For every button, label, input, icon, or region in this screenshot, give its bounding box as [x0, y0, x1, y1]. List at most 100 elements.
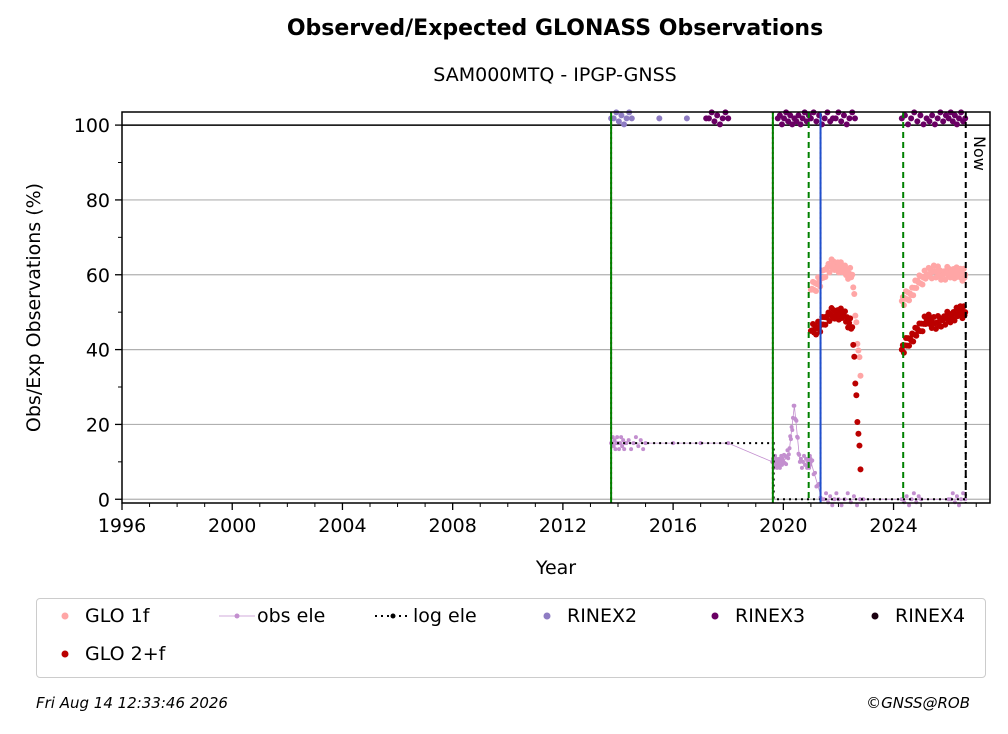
- x-tick-label: 2004: [318, 515, 366, 537]
- data-point: [621, 121, 628, 128]
- data-point: [953, 121, 960, 128]
- legend-symbol: [61, 612, 69, 620]
- y-tick-label: 20: [86, 414, 110, 436]
- y-tick-label: 40: [86, 340, 110, 362]
- data-point: [622, 447, 627, 452]
- data-point: [631, 441, 636, 446]
- data-point: [719, 115, 726, 122]
- data-point: [810, 458, 815, 463]
- data-point: [840, 112, 847, 119]
- data-point: [822, 274, 829, 281]
- data-point: [837, 259, 844, 266]
- data-point: [683, 115, 690, 122]
- data-point: [726, 441, 731, 446]
- data-point: [852, 312, 859, 319]
- data-point: [793, 118, 800, 125]
- legend-item-rinex4: RINEX4: [855, 603, 965, 629]
- data-point: [611, 444, 616, 449]
- y-tick-label: 0: [98, 489, 110, 511]
- data-point: [826, 317, 833, 324]
- x-tick-label: 2012: [539, 515, 587, 537]
- data-point: [628, 115, 635, 122]
- data-point: [857, 466, 864, 473]
- data-point: [849, 271, 856, 278]
- data-point: [797, 452, 802, 457]
- data-point: [851, 494, 856, 499]
- data-point: [934, 115, 941, 122]
- data-point: [834, 491, 839, 496]
- data-point: [907, 503, 912, 508]
- data-point: [802, 453, 806, 458]
- data-point: [773, 462, 778, 467]
- data-point: [656, 115, 663, 122]
- series-log-ele: [611, 330, 967, 501]
- data-point: [851, 353, 858, 360]
- now-label: Now: [970, 136, 989, 171]
- data-point: [780, 456, 785, 461]
- data-point: [641, 447, 646, 452]
- legend-symbol: [61, 650, 69, 658]
- data-point: [847, 264, 854, 271]
- data-point: [813, 470, 818, 475]
- data-point: [913, 332, 920, 339]
- x-tick-label: 2000: [208, 515, 256, 537]
- data-point: [905, 121, 912, 128]
- axis-layer: 0 20 40 60 80 100 1996 2000 2004 2008 2012 2016 2020…: [74, 115, 977, 537]
- legend-marker: [61, 650, 69, 658]
- legend-marker: [234, 613, 240, 619]
- data-point: [850, 341, 857, 348]
- legend-symbol: [871, 612, 879, 620]
- data-point: [797, 121, 804, 128]
- x-tick-label: 1996: [98, 515, 146, 537]
- series-line: [611, 330, 967, 501]
- data-point: [828, 494, 833, 499]
- data-point: [914, 118, 921, 125]
- data-point: [839, 503, 844, 508]
- legend-marker: [871, 612, 879, 620]
- data-point: [826, 269, 833, 276]
- data-point: [714, 112, 721, 119]
- legend: GLO 1f obs ele log ele RINEX2 RINEX3 RINEX4 GL…: [36, 598, 986, 678]
- data-point: [813, 118, 820, 125]
- data-point: [855, 430, 862, 437]
- data-point: [906, 297, 913, 304]
- data-point: [638, 438, 643, 443]
- series-glo-2-f: [807, 303, 969, 473]
- data-point: [624, 441, 629, 446]
- data-point: [787, 446, 792, 451]
- data-point: [776, 112, 783, 119]
- data-point: [777, 465, 782, 470]
- chart-title: Observed/Expected GLONASS Observations: [286, 16, 824, 41]
- data-point: [615, 435, 620, 440]
- legend-marker: [711, 612, 719, 620]
- data-point: [778, 121, 785, 128]
- data-point: [725, 115, 732, 122]
- series-glo-1f: [807, 256, 969, 379]
- legend-label: RINEX2: [567, 605, 638, 627]
- data-point: [612, 438, 617, 443]
- data-point: [781, 115, 788, 122]
- data-point: [838, 118, 845, 125]
- legend-marker: [543, 612, 551, 620]
- legend-item-obs-ele: obs ele: [217, 603, 325, 629]
- data-point: [643, 441, 648, 446]
- data-point: [919, 328, 926, 335]
- data-point: [775, 465, 780, 470]
- x-axis-label: Year: [535, 557, 576, 579]
- data-point: [618, 112, 625, 119]
- data-point: [906, 342, 913, 349]
- data-point: [792, 403, 797, 408]
- legend-item-rinex2: RINEX2: [527, 603, 637, 629]
- y-axis-label: Obs/Exp Observations (%): [23, 183, 45, 432]
- legend-item-log-ele: log ele: [373, 603, 477, 629]
- plot-frame: [121, 111, 991, 504]
- data-point: [613, 447, 618, 452]
- data-point: [910, 292, 917, 299]
- x-tick-label: 2020: [759, 515, 807, 537]
- data-point: [957, 503, 961, 508]
- data-point: [961, 491, 966, 496]
- data-point: [832, 115, 839, 122]
- legend-item-rinex3: RINEX3: [695, 603, 805, 629]
- data-point: [705, 115, 712, 122]
- legend-symbol: [219, 613, 255, 619]
